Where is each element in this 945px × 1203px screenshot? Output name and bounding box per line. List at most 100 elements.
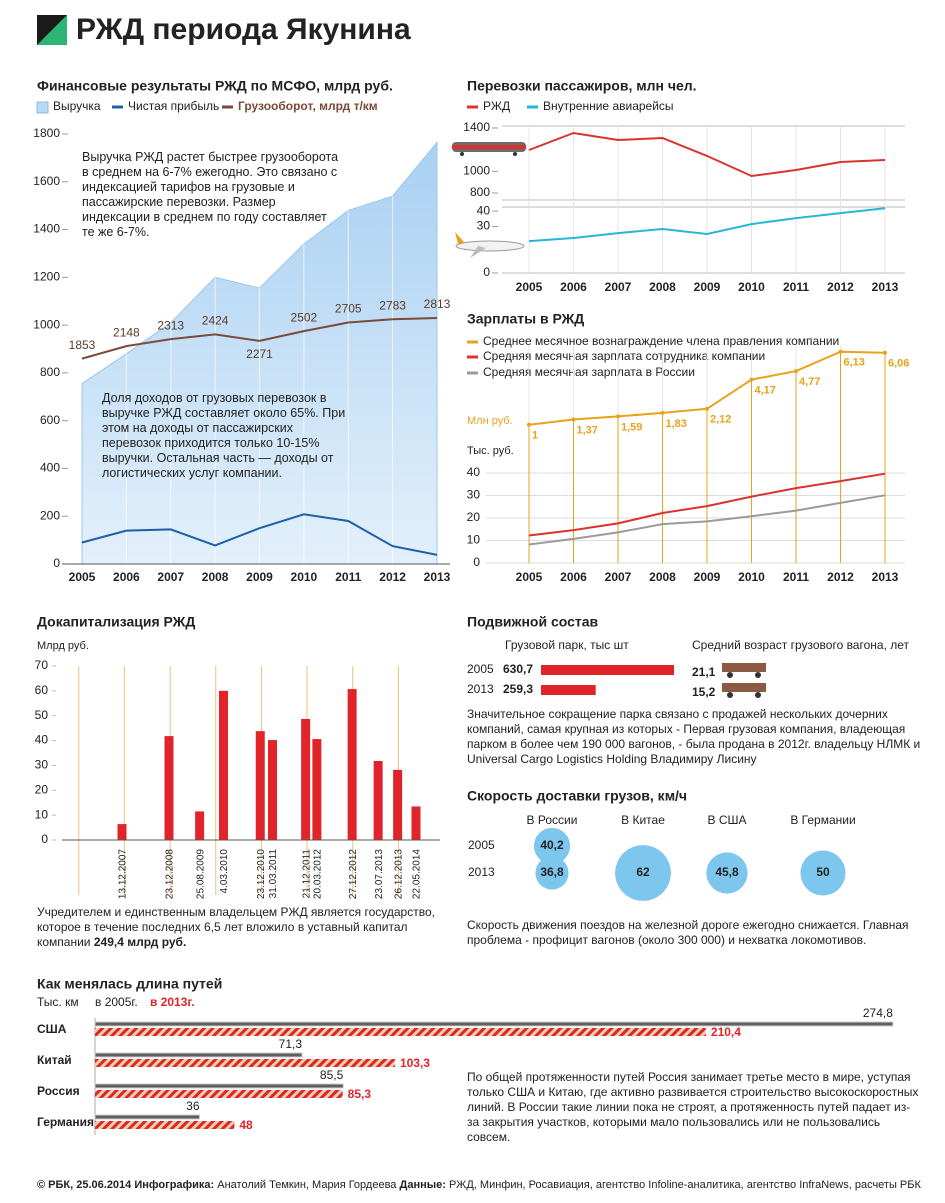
x-tick-label: 23.07.2013 — [374, 849, 385, 899]
x-tick-label: 2009 — [694, 280, 721, 294]
legend-label: Грузооборот, млрд т/км — [238, 99, 378, 113]
point — [571, 417, 576, 422]
bubble-label: 50 — [816, 865, 830, 879]
line — [528, 494, 886, 546]
graphics-label: Инфографика: — [134, 1179, 215, 1191]
bar — [373, 760, 383, 840]
value-label: 71,3 — [279, 1037, 303, 1051]
bubble — [706, 852, 748, 894]
y-tick-label: 600 — [40, 413, 60, 427]
y-tick-label: 800 — [470, 185, 490, 199]
value-label: 2813 — [424, 297, 451, 311]
y-tick-label: 50 — [35, 708, 49, 722]
chart-title: Как менялась длина путей — [37, 976, 222, 992]
point — [883, 350, 887, 355]
x-tick-label: 2009 — [694, 570, 721, 584]
value-label: 6,06 — [888, 358, 909, 370]
bar — [411, 806, 421, 840]
note-emphasis: 249,4 млрд руб. — [93, 935, 187, 949]
column-header: В Германии — [790, 813, 855, 827]
row-label: 2005 — [468, 838, 495, 852]
y2-tick-label: 0 — [483, 265, 490, 279]
column-header: В США — [707, 813, 746, 827]
legend-label: Выручка — [53, 99, 101, 113]
point — [527, 422, 531, 427]
x-tick-label: 20.03.2012 — [313, 849, 324, 899]
bubble — [800, 850, 846, 896]
bar — [312, 739, 322, 840]
x-tick-label: 2005 — [516, 280, 543, 294]
page-title: РЖД периода Якунина — [76, 13, 411, 46]
x-tick-label: 27.12.2012 — [348, 849, 359, 899]
legend-label: в 2005г. — [95, 995, 138, 1009]
y2-axis-label: Млн руб. — [467, 415, 513, 427]
train-icon — [452, 142, 526, 156]
legend-label: Внутренние авиарейсы — [543, 99, 674, 113]
value-label: 2313 — [157, 318, 184, 332]
x-tick-label: 2012 — [827, 280, 854, 294]
x-tick-label: 2008 — [649, 570, 676, 584]
row-label: 2013 — [468, 865, 495, 879]
value-label: 259,3 — [503, 682, 533, 696]
bar-2013 — [95, 1090, 343, 1098]
chart-title: Зарплаты в РЖД — [467, 311, 584, 327]
bar — [347, 689, 357, 840]
chart-title: Докапитализация РЖД — [37, 614, 195, 630]
bubble — [615, 845, 671, 901]
bubble-label: 45,8 — [715, 865, 739, 879]
bar — [117, 824, 127, 840]
x-tick-label: 25.08.2009 — [195, 849, 206, 899]
x-tick-label: 2012 — [827, 570, 854, 584]
x-tick-label: 2013 — [424, 570, 451, 584]
x-tick-label: 23.12.2008 — [165, 849, 176, 899]
y-tick-label: 1000 — [33, 317, 60, 331]
point — [660, 410, 665, 415]
bar — [541, 665, 675, 675]
y-axis-label: Тыс. руб. — [467, 445, 514, 457]
x-tick-label: 2008 — [649, 280, 676, 294]
bar — [219, 690, 228, 840]
note-text: Учредителем и единственным владельцем РЖ… — [37, 905, 435, 949]
value-label: 1853 — [69, 338, 96, 352]
value-label: 2424 — [202, 314, 229, 328]
value-label: 2783 — [379, 298, 406, 312]
value-label: 6,13 — [844, 357, 865, 369]
x-tick-label: 26.12.2013 — [393, 849, 404, 899]
bar — [301, 718, 311, 840]
column-header: В России — [527, 813, 578, 827]
bubble — [535, 856, 569, 890]
legend-label: Средняя месячная зарплата в России — [483, 365, 695, 379]
category-label: США — [37, 1022, 67, 1036]
y-tick-label: 1400 — [33, 222, 60, 236]
x-tick-label: 21.12.2011 — [301, 849, 312, 899]
bar-2013 — [95, 1121, 235, 1129]
value-label: 4,77 — [799, 376, 820, 388]
x-tick-label: 2009 — [246, 570, 273, 584]
plane-icon — [455, 232, 525, 258]
legend-label: в 2013г. — [150, 995, 195, 1009]
x-tick-label: 2008 — [202, 570, 229, 584]
bar — [393, 769, 403, 840]
bubble — [533, 827, 571, 865]
note: Учредителем и единственным владельцем РЖ… — [37, 905, 437, 950]
y-tick-label: 200 — [40, 508, 60, 522]
y-tick-label: 10 — [35, 807, 49, 821]
x-tick-label: 13.12.2007 — [118, 849, 129, 899]
column-header: Средний возраст грузового вагона, лет — [692, 638, 910, 652]
y-tick-label: 0 — [473, 555, 480, 569]
value-label: 103,3 — [400, 1056, 430, 1070]
x-tick-label: 2011 — [783, 570, 809, 584]
legend-label: РЖД — [483, 99, 510, 113]
value-label: 2148 — [113, 325, 140, 339]
y-tick-label: 0 — [53, 556, 60, 570]
value-label: 630,7 — [503, 662, 533, 676]
category-label: Россия — [37, 1084, 80, 1098]
row-label: 2005 — [467, 662, 494, 676]
y-tick-label: 1800 — [33, 126, 60, 140]
legend-label: Средняя месячная зарплата сотрудника ком… — [483, 349, 765, 363]
bar-2005 — [94, 1114, 201, 1120]
value-label: 1,83 — [666, 418, 687, 430]
y2-tick-label: 30 — [477, 219, 491, 233]
